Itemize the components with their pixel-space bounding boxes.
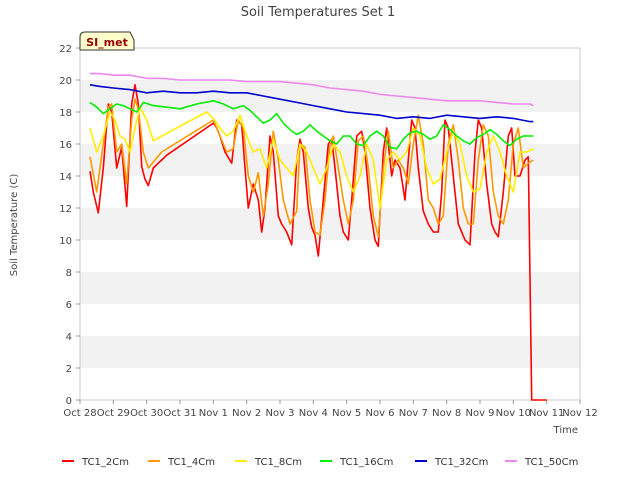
y-tick-label: 20 xyxy=(59,76,72,87)
x-tick-label: Nov 3 xyxy=(265,408,294,419)
plot-frame xyxy=(79,47,581,401)
grid-bands xyxy=(80,80,580,368)
x-tick-label: Nov 2 xyxy=(232,408,261,419)
grid-band xyxy=(80,80,580,112)
legend-item: TC1_16Cm xyxy=(320,457,393,468)
x-tick-label: Oct 30 xyxy=(130,408,163,419)
y-tick-label: 18 xyxy=(59,108,72,119)
y-tick-label: 2 xyxy=(66,364,72,375)
y-tick-label: 14 xyxy=(59,172,72,183)
x-tick-label: Nov 6 xyxy=(365,408,394,419)
y-axis: 0 2 4 6 8 10 12 14 16 18 20 22 xyxy=(59,44,80,407)
legend: TC1_2Cm TC1_4Cm TC1_8Cm TC1_16Cm TC1_32Cm TC1… xyxy=(62,457,578,468)
legend-item: TC1_32Cm xyxy=(415,457,488,468)
x-tick-label: Nov 11 xyxy=(529,408,564,419)
legend-item: TC1_2Cm xyxy=(62,457,129,468)
series-line-tc1_4cm xyxy=(89,98,534,238)
x-tick-label: Nov 4 xyxy=(299,408,328,419)
x-axis: Oct 28 Oct 29 Oct 30 Oct 31 Nov 1 Nov 2 Nov 3 N… xyxy=(63,400,598,419)
x-tick-label: Nov 10 xyxy=(496,408,531,419)
y-tick-label: 8 xyxy=(66,268,72,279)
series-line-tc1_32cm xyxy=(89,84,534,123)
annotation-label: SI_met xyxy=(86,36,128,49)
legend-item: TC1_8Cm xyxy=(235,457,302,468)
y-tick-label: 6 xyxy=(66,300,72,311)
y-tick-label: 4 xyxy=(66,332,72,343)
series-lines xyxy=(89,72,547,401)
grid-band xyxy=(80,272,580,304)
series-line-tc1_2cm xyxy=(89,84,547,401)
series-line-tc1_16cm xyxy=(89,100,534,150)
y-tick-label: 10 xyxy=(59,236,72,247)
x-tick-label: Nov 12 xyxy=(562,408,597,419)
x-tick-label: Nov 1 xyxy=(199,408,228,419)
legend-label: TC1_8Cm xyxy=(254,457,302,468)
x-tick-label: Oct 29 xyxy=(97,408,130,419)
x-tick-label: Nov 7 xyxy=(399,408,428,419)
x-tick-label: Nov 8 xyxy=(432,408,461,419)
y-tick-label: 16 xyxy=(59,140,72,151)
x-tick-label: Nov 9 xyxy=(465,408,494,419)
series-line-tc1_8cm xyxy=(89,106,534,209)
x-tick-label: Nov 5 xyxy=(332,408,361,419)
chart-title: Soil Temperatures Set 1 xyxy=(241,5,396,20)
x-axis-label: Time xyxy=(553,425,578,436)
legend-label: TC1_50Cm xyxy=(524,457,578,468)
legend-label: TC1_2Cm xyxy=(81,457,129,468)
series-line-tc1_50cm xyxy=(90,72,534,107)
x-tick-label: Oct 28 xyxy=(63,408,96,419)
y-tick-label: 0 xyxy=(66,396,72,407)
legend-item: TC1_50Cm xyxy=(505,457,578,468)
y-tick-label: 22 xyxy=(59,44,72,55)
legend-label: TC1_4Cm xyxy=(167,457,215,468)
legend-label: TC1_32Cm xyxy=(434,457,488,468)
grid-band xyxy=(80,336,580,368)
legend-label: TC1_16Cm xyxy=(339,457,393,468)
legend-item: TC1_4Cm xyxy=(148,457,215,468)
y-tick-label: 12 xyxy=(59,204,72,215)
y-axis-label: Soil Temperature (C) xyxy=(9,174,20,277)
x-tick-label: Oct 31 xyxy=(163,408,196,419)
annotation-box: SI_met xyxy=(79,31,135,51)
